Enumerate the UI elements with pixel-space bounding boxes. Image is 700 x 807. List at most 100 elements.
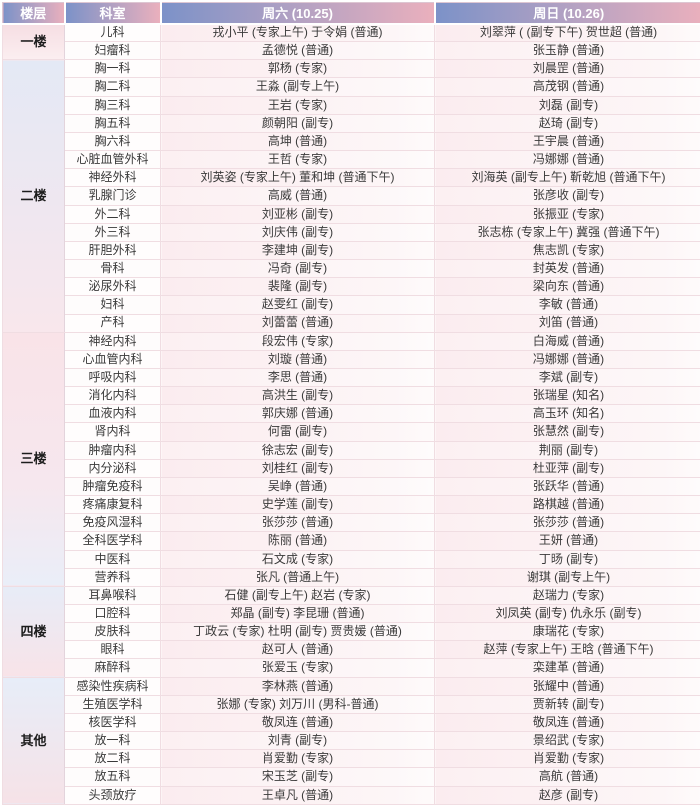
department-cell: 生殖医学科 bbox=[64, 694, 161, 714]
saturday-cell: 赵雯红 (副专) bbox=[160, 295, 435, 315]
department-cell: 泌尿外科 bbox=[64, 277, 161, 297]
saturday-cell: 王岩 (专家) bbox=[160, 95, 435, 115]
table-row: 口腔科 郑晶 (副专) 李昆珊 (普通) 刘凤英 (副专) 仇永乐 (副专) bbox=[3, 603, 700, 624]
sunday-cell: 谢琪 (副专上午) bbox=[434, 567, 700, 587]
table-row: 二楼 胸一科 郭杨 (专家) 刘晨罡 (普通) bbox=[2, 59, 700, 333]
department-cell: 肝胆外科 bbox=[64, 240, 161, 261]
table-row: 全科医学科 陈丽 (普通) 王妍 (普通) bbox=[3, 531, 700, 551]
saturday-cell: 张凡 (普通上午) bbox=[160, 567, 435, 587]
table-row: 血液内科 郭庆娜 (普通) 高玉环 (知名) bbox=[3, 404, 700, 424]
saturday-cell: 丁政云 (专家) 杜明 (副专) 贾贵媛 (普通) bbox=[160, 622, 435, 642]
saturday-cell: 高威 (普通) bbox=[160, 186, 435, 206]
department-cell: 肿瘤内科 bbox=[64, 440, 161, 460]
table-row: 核医学科 敬凤连 (普通) 敬凤连 (普通) bbox=[3, 712, 700, 733]
header-saturday: 周六 (10.25) bbox=[159, 2, 436, 25]
department-cell: 眼科 bbox=[64, 640, 161, 660]
saturday-cell: 何雷 (副专) bbox=[160, 422, 435, 442]
table-row: 中医科 石文成 (专家) 丁旸 (副专) bbox=[3, 549, 700, 569]
saturday-cell: 石健 (副专上午) 赵岩 (专家) bbox=[160, 585, 435, 606]
sunday-cell: 刘晨罡 (普通) bbox=[434, 59, 700, 79]
sunday-cell: 刘海英 (副专上午) 靳乾旭 (普通下午) bbox=[434, 168, 700, 188]
saturday-cell: 刘庆伟 (副专) bbox=[160, 222, 435, 242]
department-cell: 肿瘤免疫科 bbox=[64, 476, 161, 497]
sunday-cell: 赵琦 (副专) bbox=[434, 113, 700, 133]
table-row: 肿瘤免疫科 吴峥 (普通) 张跃华 (普通) bbox=[3, 476, 700, 497]
sunday-cell: 刘笛 (普通) bbox=[434, 313, 700, 333]
table-row: 生殖医学科 张娜 (专家) 刘万川 (男科-普通) 贾新转 (副专) bbox=[3, 694, 700, 714]
table-row: 妇瘤科 孟德悦 (普通) 张玉静 (普通) bbox=[3, 41, 700, 61]
table-row: 泌尿外科 裴隆 (副专) 梁向东 (普通) bbox=[3, 277, 700, 297]
sunday-cell: 赵瑞力 (专家) bbox=[434, 585, 700, 606]
sunday-cell: 白海威 (普通) bbox=[434, 331, 700, 351]
department-cell: 胸三科 bbox=[64, 95, 161, 115]
department-cell: 胸一科 bbox=[64, 59, 161, 79]
department-cell: 疼痛康复科 bbox=[64, 495, 161, 515]
department-cell: 儿科 bbox=[64, 22, 161, 43]
sunday-cell: 刘磊 (副专) bbox=[434, 95, 700, 115]
department-cell: 心脏血管外科 bbox=[64, 150, 161, 170]
sunday-cell: 冯娜娜 (普通) bbox=[434, 349, 700, 369]
table-row: 麻醉科 张爱玉 (专家) 栾建革 (普通) bbox=[3, 658, 700, 678]
sunday-cell: 刘翠萍 ( (副专下午) 贺世超 (普通) bbox=[434, 22, 700, 43]
saturday-cell: 裴隆 (副专) bbox=[160, 277, 435, 297]
sunday-cell: 张志栋 (专家上午) 冀强 (普通下午) bbox=[434, 222, 700, 242]
table-row: 心血管内科 刘璇 (普通) 冯娜娜 (普通) bbox=[3, 349, 700, 369]
sunday-cell: 贾新转 (副专) bbox=[434, 694, 700, 714]
department-cell: 中医科 bbox=[64, 549, 161, 569]
sunday-cell: 张瑞星 (知名) bbox=[434, 386, 700, 406]
sunday-cell: 高茂钢 (普通) bbox=[434, 77, 700, 97]
department-cell: 头颈放疗 bbox=[64, 785, 161, 806]
saturday-cell: 李林燕 (普通) bbox=[160, 676, 435, 696]
table-row: 呼吸内科 李思 (普通) 李斌 (副专) bbox=[3, 367, 700, 388]
department-cell: 麻醉科 bbox=[64, 658, 161, 678]
department-cell: 呼吸内科 bbox=[64, 367, 161, 388]
saturday-cell: 刘桂红 (副专) bbox=[160, 458, 435, 478]
sunday-cell: 冯娜娜 (普通) bbox=[434, 150, 700, 170]
department-cell: 神经外科 bbox=[64, 168, 161, 188]
department-cell: 妇瘤科 bbox=[64, 41, 161, 61]
saturday-cell: 刘英姿 (专家上午) 董和坤 (普通下午) bbox=[160, 168, 435, 188]
table-row: 胸五科 颜朝阳 (副专) 赵琦 (副专) bbox=[3, 113, 700, 133]
table-row: 内分泌科 刘桂红 (副专) 杜亚萍 (副专) bbox=[3, 458, 700, 478]
department-cell: 妇科 bbox=[64, 295, 161, 315]
sunday-cell: 荆丽 (副专) bbox=[434, 440, 700, 460]
sunday-cell: 梁向东 (普通) bbox=[434, 277, 700, 297]
sunday-cell: 焦志凯 (专家) bbox=[434, 240, 700, 261]
saturday-cell: 孟德悦 (普通) bbox=[160, 41, 435, 61]
department-cell: 外三科 bbox=[64, 222, 161, 242]
table-row: 胸二科 王淼 (副专上午) 高茂钢 (普通) bbox=[3, 77, 700, 97]
sunday-cell: 高航 (普通) bbox=[434, 767, 700, 787]
sunday-cell: 李斌 (副专) bbox=[434, 367, 700, 388]
department-cell: 产科 bbox=[64, 313, 161, 333]
header-floor: 楼层 bbox=[2, 2, 66, 25]
saturday-cell: 宋玉芝 (副专) bbox=[160, 767, 435, 787]
department-cell: 胸二科 bbox=[64, 77, 161, 97]
table-row: 眼科 赵可人 (普通) 赵萍 (专家上午) 王晗 (普通下午) bbox=[3, 640, 700, 660]
table-row: 胸三科 王岩 (专家) 刘磊 (副专) bbox=[3, 95, 700, 115]
sunday-cell: 王妍 (普通) bbox=[434, 531, 700, 551]
department-cell: 心血管内科 bbox=[64, 349, 161, 369]
department-cell: 免疫风湿科 bbox=[64, 513, 161, 533]
saturday-cell: 高坤 (普通) bbox=[160, 131, 435, 152]
saturday-cell: 冯奇 (副专) bbox=[160, 259, 435, 279]
sunday-cell: 敬凤连 (普通) bbox=[434, 712, 700, 733]
sunday-cell: 路棋越 (普通) bbox=[434, 495, 700, 515]
floor-cell: 其他 bbox=[2, 676, 65, 806]
table-header: 楼层 科室 周六 (10.25) 周日 (10.26) bbox=[2, 2, 700, 25]
saturday-cell: 高洪生 (副专) bbox=[160, 386, 435, 406]
saturday-cell: 王淼 (副专上午) bbox=[160, 77, 435, 97]
table-row: 一楼 儿科 戎小平 (专家上午) 于令娟 (普通) 刘翠萍 ( (副专下午) 贺世超 … bbox=[2, 22, 700, 61]
table-row: 胸六科 高坤 (普通) 王宇晨 (普通) bbox=[3, 131, 700, 152]
sunday-cell: 王宇晨 (普通) bbox=[434, 131, 700, 152]
table-row: 神经外科 刘英姿 (专家上午) 董和坤 (普通下午) 刘海英 (副专上午) 靳乾旭 … bbox=[3, 168, 700, 188]
department-cell: 口腔科 bbox=[64, 603, 161, 624]
saturday-cell: 王哲 (专家) bbox=[160, 150, 435, 170]
saturday-cell: 敬凤连 (普通) bbox=[160, 712, 435, 733]
sunday-cell: 张耀中 (普通) bbox=[434, 676, 700, 696]
saturday-cell: 李建坤 (副专) bbox=[160, 240, 435, 261]
table-row: 妇科 赵雯红 (副专) 李敏 (普通) bbox=[3, 295, 700, 315]
saturday-cell: 张爱玉 (专家) bbox=[160, 658, 435, 678]
saturday-cell: 赵可人 (普通) bbox=[160, 640, 435, 660]
table-row: 免疫风湿科 张莎莎 (普通) 张莎莎 (普通) bbox=[3, 513, 700, 533]
